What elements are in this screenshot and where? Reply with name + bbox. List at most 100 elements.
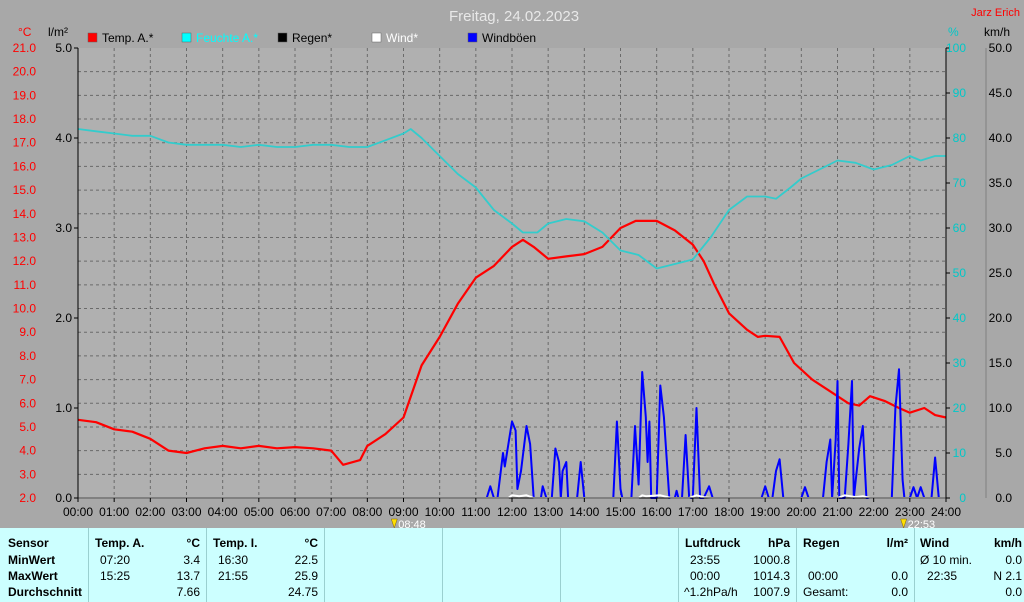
wind-tick-label: 45.0 [989,86,1013,100]
wind-max-time: 22:35 [927,569,958,583]
legend-label: Feuchte A.* [196,31,258,45]
humidity-tick-label: 80 [953,131,967,145]
temp-a-min-value: 3.4 [183,553,200,567]
rain-tick-label: 3.0 [55,221,72,235]
rain-tick-label: 2.0 [55,311,72,325]
rain-unit-label: l/m² [48,25,68,39]
humidity-tick-label: 60 [953,221,967,235]
sunrise-time: 08:48 [398,519,426,528]
temp-i-max-value: 25.9 [294,569,318,583]
x-tick-label: 11:00 [461,505,490,519]
author-label: Jarz Erich [971,7,1020,19]
x-tick-label: 05:00 [244,505,274,519]
humidity-tick-label: 100 [946,41,966,55]
weather-chart: 00:00 01:00 02:00 03:00 04:00 05:00 06:00 07:00… [13,7,1020,528]
divider [560,528,561,602]
wind-header: Wind [920,536,950,550]
temp-i-min-time: 16:30 [218,553,249,567]
x-tick-label: 12:00 [497,505,527,519]
luftdruck-max-time: 00:00 [690,569,721,583]
rain-tick-label: 5.0 [55,41,72,55]
series-line-feuchte-a- [77,128,946,270]
luftdruck-min-time: 23:55 [690,553,721,567]
temp-i-max-time: 21:55 [218,569,249,583]
legend-swatch [181,32,192,43]
temp-a-header: Temp. A. [95,536,145,550]
humidity-tick-label: 50 [953,266,967,280]
humidity-tick-label: 40 [953,311,967,325]
luftdruck-header: Luftdruck [685,536,741,550]
temp-tick-label: 19.0 [13,88,37,102]
temp-tick-label: 16.0 [13,159,37,173]
temp-tick-label: 8.0 [19,349,36,363]
temp-tick-label: 4.0 [19,444,36,458]
temp-tick-label: 6.0 [19,396,36,410]
chart-series [77,128,947,499]
x-tick-label: 23:00 [895,505,925,519]
wind-tick-label: 10.0 [989,401,1013,415]
legend-swatch [371,32,382,43]
divider [88,528,89,602]
wind-tick-label: 0.0 [995,491,1012,505]
temp-tick-label: 2.0 [19,491,36,505]
temp-tick-label: 15.0 [13,183,37,197]
divider [796,528,797,602]
humidity-tick-label: 20 [953,401,967,415]
divider [678,528,679,602]
temp-i-min-value: 22.5 [294,553,318,567]
stats-table [0,528,1024,602]
regen-total-label: Gesamt: [803,585,849,599]
temp-tick-label: 14.0 [13,207,37,221]
x-tick-label: 17:00 [678,505,708,519]
temp-tick-label: 21.0 [13,41,37,55]
regen-header: Regen [803,536,840,550]
luftdruck-trend: ^1.2hPa/h [684,585,738,599]
regen-max-time: 00:00 [808,569,839,583]
x-tick-label: 21:00 [822,505,852,519]
humidity-tick-label: 10 [953,446,967,460]
rain-tick-label: 1.0 [55,401,72,415]
temp-i-avg: 24.75 [287,585,318,599]
wind-max-value: N 2.1 [993,569,1022,583]
temp-tick-label: 7.0 [19,373,36,387]
x-tick-label: 14:00 [569,505,599,519]
legend-swatch [467,32,478,43]
temp-tick-label: 3.0 [19,467,36,481]
wind-avg-value: 0.0 [1005,553,1022,567]
x-tick-label: 19:00 [750,505,780,519]
luftdruck-max-value: 1014.3 [753,569,790,583]
x-tick-label: 24:00 [931,505,961,519]
rain-tick-label: 0.0 [55,491,72,505]
wind-third-value: 0.0 [1005,585,1022,599]
temp-a-max-time: 15:25 [100,569,131,583]
x-tick-label: 03:00 [171,505,201,519]
wind-tick-label: 25.0 [989,266,1013,280]
temp-a-max-value: 13.7 [176,569,200,583]
wind-tick-label: 35.0 [989,176,1013,190]
temp-i-header: Temp. I. [213,536,258,550]
luftdruck-unit: hPa [767,536,790,550]
temp-tick-label: 12.0 [13,254,37,268]
x-tick-label: 00:00 [63,505,93,519]
sunset-time: 22:53 [908,519,936,528]
chart-grid [78,48,946,498]
legend-swatch [87,32,98,43]
x-tick-label: 06:00 [280,505,310,519]
divider [914,528,915,602]
chart-labels: 00:00 01:00 02:00 03:00 04:00 05:00 06:00 07:00… [13,7,1020,528]
divider [206,528,207,602]
regen-unit: l/m² [886,536,908,550]
wind-tick-label: 50.0 [989,41,1013,55]
temp-tick-label: 9.0 [19,325,36,339]
minwert-label: MinWert [8,553,56,567]
temp-tick-label: 20.0 [13,65,37,79]
chart-title: Freitag, 24.02.2023 [449,8,579,25]
humidity-unit-label: % [948,25,959,39]
wind-tick-label: 15.0 [989,356,1013,370]
x-tick-label: 22:00 [859,505,889,519]
x-tick-label: 08:00 [352,505,382,519]
x-tick-label: 04:00 [208,505,238,519]
temp-i-unit: °C [304,536,318,550]
sunrise-icon [390,518,398,528]
regen-total-value: 0.0 [891,585,908,599]
